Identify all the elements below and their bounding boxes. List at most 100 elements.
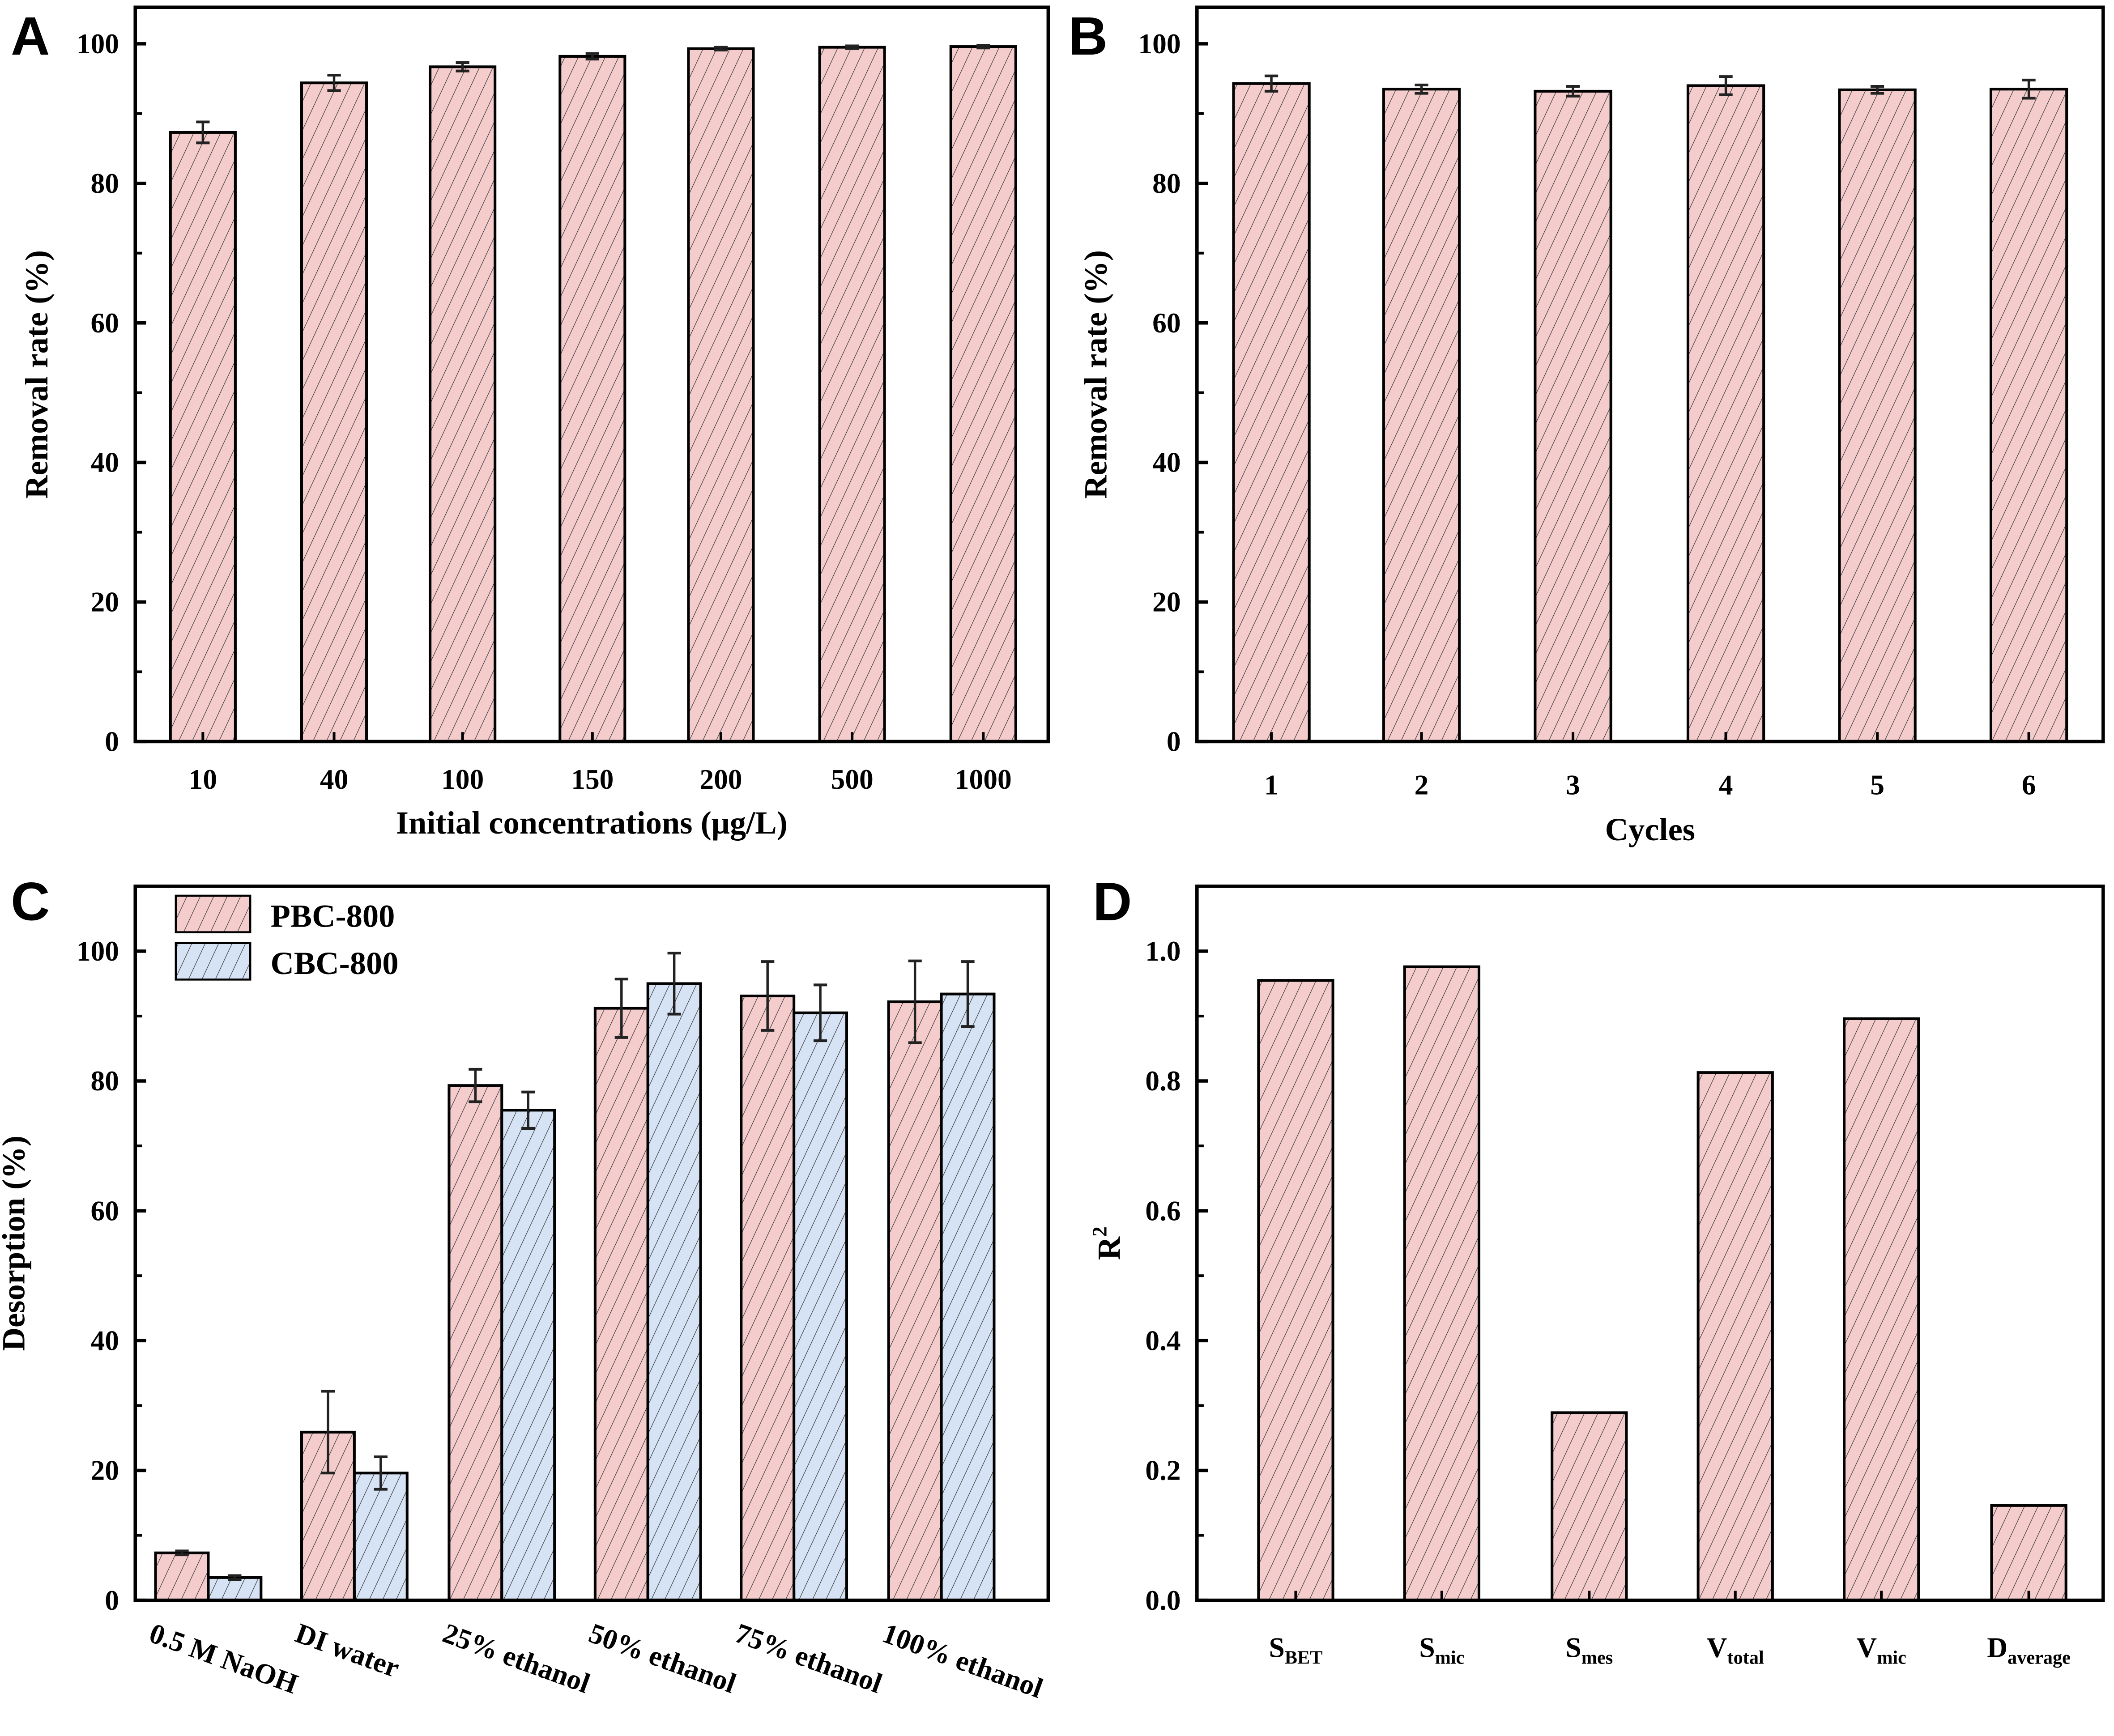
bar — [1696, 1071, 1774, 1602]
plot-frame — [133, 885, 1050, 1602]
x-tick-label: 40 — [320, 763, 348, 795]
panel-C: C PBC-800 CBC-800 0 20 40 60 80 100 0.5 M NaOHDI … — [0, 871, 1050, 1704]
bar — [1843, 1017, 1920, 1602]
bar — [1989, 88, 2068, 743]
legend-swatch-border — [175, 942, 251, 981]
x-tick-label: 0.5 M NaOH — [145, 1617, 303, 1700]
bar — [1686, 84, 1765, 743]
bar-CBC-800 — [646, 982, 702, 1602]
x-label-base: D — [1987, 1632, 2007, 1664]
legend-label: CBC-800 — [270, 945, 398, 981]
y-tick-label: 20 — [91, 586, 119, 618]
x-tick-label: Smic — [1419, 1632, 1464, 1668]
x-tick-label: Vtotal — [1707, 1632, 1764, 1668]
y-tick-label: 80 — [91, 1065, 119, 1097]
bar — [818, 46, 886, 743]
x-tick-label: Vmic — [1856, 1632, 1906, 1668]
x-tick-label: 6 — [2022, 769, 2036, 800]
plot-frame — [1195, 885, 2105, 1602]
y-tick-label: 100 — [77, 935, 119, 967]
x-label-base: V — [1856, 1632, 1877, 1664]
x-label-base: S — [1269, 1632, 1284, 1664]
y-tick-label: 0.0 — [1145, 1584, 1181, 1616]
bar-PBC-800 — [593, 1007, 649, 1602]
y-tick-label: 60 — [1152, 307, 1181, 339]
y-tick-label: 0.2 — [1145, 1455, 1181, 1486]
legend-label: PBC-800 — [270, 898, 395, 934]
bar-CBC-800 — [793, 1011, 848, 1602]
bar — [1403, 965, 1481, 1602]
y-axis-label: Desorption (%) — [0, 1136, 31, 1351]
y-tick-label: 40 — [91, 1324, 119, 1356]
y-tick-label: 0 — [1167, 726, 1181, 757]
x-label-base: S — [1565, 1632, 1581, 1664]
x-label-subscript: average — [2007, 1647, 2071, 1668]
y-axis-label: Removal rate (%) — [18, 250, 55, 499]
bar — [429, 65, 497, 743]
bar-PBC-800 — [448, 1084, 503, 1602]
bar — [1534, 89, 1612, 743]
x-tick-label: 75% ethanol — [731, 1617, 886, 1699]
x-tick-label: DI water — [291, 1617, 404, 1684]
y-tick-label: 80 — [1152, 167, 1181, 199]
x-tick-label: 2 — [1415, 769, 1429, 800]
y-tick-label: 1.0 — [1145, 935, 1181, 967]
y-axis-label: Removal rate (%) — [1077, 250, 1113, 499]
panel-label: A — [11, 6, 50, 66]
panel-A: A 0 20 40 60 80 100 10 40 100 150 200 500 1000 Initial… — [11, 5, 1050, 841]
x-tick-label: SBET — [1269, 1632, 1322, 1668]
x-tick-label: 1 — [1264, 769, 1279, 800]
bar — [558, 55, 627, 743]
x-label-subscript: BET — [1285, 1647, 1323, 1668]
x-tick-label: 50% ethanol — [585, 1617, 740, 1699]
x-axis-label: Cycles — [1605, 811, 1695, 847]
y-tick-label: 0 — [105, 1584, 119, 1616]
x-tick-label: 150 — [571, 763, 614, 795]
x-tick-label: 200 — [699, 763, 742, 795]
x-label-subscript: mes — [1581, 1647, 1613, 1668]
x-tick-label: Daverage — [1987, 1632, 2071, 1668]
x-tick-label: 5 — [1870, 769, 1884, 800]
bar-CBC-800 — [353, 1472, 409, 1602]
panel-label: C — [11, 871, 50, 932]
bar — [1382, 88, 1461, 743]
y-tick-label: 20 — [1152, 586, 1181, 618]
y-tick-label: 60 — [91, 307, 119, 339]
y-tick-label: 100 — [1138, 28, 1181, 60]
y-tick-label: 0.8 — [1145, 1065, 1181, 1097]
y-tick-label: 40 — [1152, 447, 1181, 478]
panel-B: B 0 20 40 60 80 100 1 2 3 4 5 6 Cycles Removal rate (%… — [1069, 5, 2105, 847]
bar — [1232, 82, 1311, 743]
y-tick-label: 0 — [105, 726, 119, 757]
bar-CBC-800 — [207, 1576, 263, 1602]
bar-CBC-800 — [940, 992, 996, 1602]
x-tick-label: 4 — [1719, 769, 1733, 800]
x-tick-label: Smes — [1565, 1632, 1613, 1668]
x-label-subscript: mic — [1435, 1647, 1465, 1668]
x-label-subscript: total — [1727, 1647, 1764, 1668]
bar-CBC-800 — [500, 1109, 556, 1602]
y-tick-label: 0.6 — [1145, 1195, 1181, 1226]
y-tick-label: 40 — [91, 447, 119, 478]
x-tick-label: 10 — [189, 763, 217, 795]
y-tick-label: 60 — [91, 1195, 119, 1226]
x-label-base: V — [1707, 1632, 1727, 1664]
bar — [687, 47, 755, 743]
bar-PBC-800 — [154, 1551, 210, 1602]
y-tick-label: 0.4 — [1145, 1324, 1181, 1356]
x-tick-label: 25% ethanol — [439, 1617, 594, 1699]
x-label-subscript: mic — [1877, 1647, 1906, 1668]
panel-label: B — [1069, 6, 1108, 66]
bar — [169, 131, 237, 743]
x-label-base: S — [1419, 1632, 1435, 1664]
panel-label: D — [1093, 871, 1132, 932]
bar-PBC-800 — [887, 1000, 943, 1602]
y-tick-label: 20 — [91, 1455, 119, 1486]
bar — [1838, 88, 1917, 743]
bar — [1551, 1411, 1628, 1602]
bar — [949, 45, 1017, 743]
x-tick-label: 100% ethanol — [878, 1617, 1047, 1704]
x-tick-label: 3 — [1566, 769, 1580, 800]
bar — [1257, 979, 1334, 1602]
